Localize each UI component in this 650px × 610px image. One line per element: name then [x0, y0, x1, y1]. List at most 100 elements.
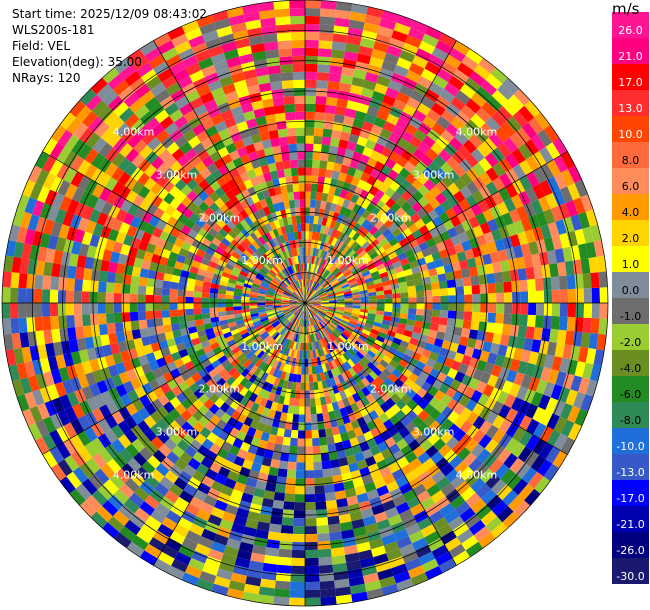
velocity-cell [220, 109, 234, 121]
velocity-cell [97, 356, 108, 370]
velocity-cell [289, 151, 298, 161]
velocity-cell [340, 281, 349, 287]
velocity-cell [355, 246, 365, 255]
velocity-cell [241, 305, 250, 310]
velocity-cell [560, 169, 575, 187]
velocity-cell [123, 264, 134, 276]
velocity-cell [521, 122, 538, 139]
velocity-cell [470, 203, 483, 217]
velocity-cell [400, 149, 413, 162]
velocity-cell [472, 225, 484, 238]
velocity-cell [456, 294, 465, 303]
velocity-cell [336, 179, 345, 190]
velocity-cell [155, 271, 165, 281]
velocity-cell [312, 296, 320, 301]
velocity-cell [360, 299, 369, 303]
velocity-cell [200, 91, 215, 105]
velocity-cell [185, 296, 194, 303]
velocity-cell [299, 287, 303, 296]
velocity-cell [154, 318, 164, 327]
velocity-cell [555, 219, 567, 235]
velocity-cell [249, 92, 262, 103]
velocity-cell [10, 303, 19, 319]
velocity-cell [68, 339, 79, 353]
velocity-cell [239, 53, 254, 65]
velocity-cell [453, 177, 467, 191]
velocity-cell [305, 199, 311, 208]
velocity-cell [197, 149, 210, 162]
velocity-cell [486, 273, 496, 284]
velocity-cell [185, 345, 196, 355]
velocity-cell [154, 279, 164, 288]
velocity-cell [188, 326, 198, 334]
velocity-cell [393, 22, 411, 35]
velocity-cell [396, 14, 414, 28]
velocity-cell [384, 139, 397, 152]
velocity-cell [302, 263, 305, 272]
velocity-cell [494, 271, 504, 283]
velocity-cell [66, 117, 82, 135]
velocity-cell [539, 251, 550, 266]
velocity-cell [435, 180, 448, 193]
velocity-cell [237, 231, 247, 241]
velocity-cell [358, 95, 372, 106]
velocity-cell [50, 124, 67, 143]
velocity-cell [84, 148, 99, 164]
velocity-cell [425, 237, 437, 248]
velocity-cell [330, 57, 344, 67]
velocity-cell [351, 3, 368, 15]
velocity-cell [319, 294, 328, 299]
velocity-cell [320, 268, 327, 277]
velocity-cell [436, 68, 453, 83]
velocity-cell [27, 331, 38, 347]
velocity-cell [286, 127, 297, 137]
velocity-cell [408, 291, 417, 298]
velocity-cell [257, 1, 275, 12]
velocity-cell [180, 184, 193, 197]
velocity-cell [295, 127, 305, 136]
velocity-cell [47, 356, 59, 372]
velocity-cell [389, 106, 403, 119]
velocity-cell [487, 283, 497, 294]
velocity-cell [486, 95, 503, 112]
velocity-cell [251, 241, 260, 250]
velocity-cell [155, 129, 170, 143]
velocity-cell [279, 243, 285, 252]
velocity-cell [343, 51, 359, 62]
velocity-cell [234, 37, 251, 49]
velocity-cell [413, 129, 427, 142]
velocity-cell [225, 142, 237, 154]
velocity-cell [225, 310, 235, 316]
velocity-cell [305, 0, 321, 9]
velocity-cell [248, 271, 257, 278]
velocity-cell [337, 232, 345, 241]
velocity-cell [97, 292, 106, 303]
velocity-cell [33, 303, 43, 318]
velocity-cell [51, 328, 61, 343]
velocity-cell [137, 185, 151, 199]
velocity-cell [249, 203, 258, 214]
velocity-cell [361, 30, 378, 42]
velocity-cell [291, 47, 305, 57]
velocity-cell [53, 341, 64, 357]
velocity-cell [313, 240, 319, 249]
velocity-cell [351, 151, 363, 162]
velocity-cell [497, 83, 514, 100]
velocity-cell [193, 308, 202, 315]
velocity-cell [274, 264, 282, 272]
velocity-cell [172, 329, 182, 339]
velocity-cell [409, 260, 419, 269]
velocity-cell [327, 227, 334, 236]
velocity-cell [127, 246, 139, 258]
velocity-cell [42, 316, 52, 331]
velocity-cell [289, 283, 296, 291]
velocity-cell [574, 228, 586, 245]
colorbar-tick-label: 6.0 [622, 180, 640, 193]
velocity-cell [317, 249, 323, 258]
velocity-cell [327, 153, 337, 163]
velocity-cell [217, 311, 227, 317]
velocity-cell [312, 295, 320, 300]
velocity-cell [85, 132, 101, 149]
velocity-cell [230, 239, 240, 248]
velocity-cell [452, 203, 464, 216]
